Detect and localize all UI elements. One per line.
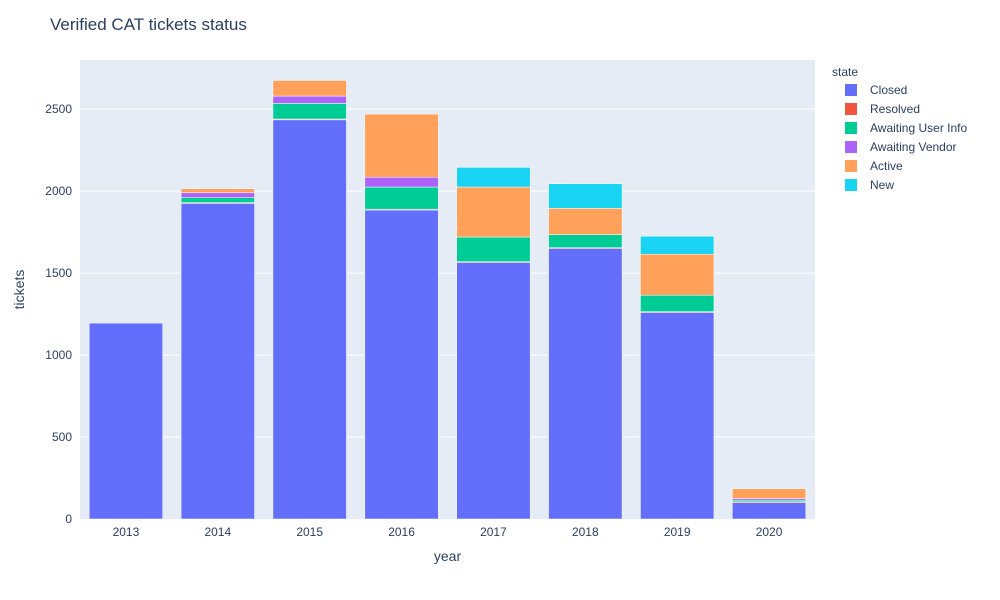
bar-closed-2014 bbox=[180, 203, 255, 520]
legend-swatch bbox=[845, 84, 857, 96]
legend-label: Awaiting User Info bbox=[870, 121, 967, 135]
bar-new-2018 bbox=[548, 183, 623, 209]
bar-closed-2018 bbox=[548, 248, 623, 520]
bar-closed-2013 bbox=[88, 322, 163, 520]
bar-active-2018 bbox=[548, 208, 623, 235]
legend-swatch bbox=[845, 141, 857, 153]
y-tick-label: 2500 bbox=[45, 102, 72, 116]
x-axis-ticks: 2013 2014 2015 2016 2017 2018 2019 2020 bbox=[113, 525, 783, 539]
y-tick-label: 0 bbox=[65, 512, 72, 526]
bar-awaiting-user-info-2016 bbox=[364, 186, 439, 210]
legend: state Closed Resolved Awaiting User Info Aw… bbox=[832, 65, 967, 192]
bar-awaiting-vendor-2014 bbox=[180, 192, 255, 198]
legend-swatch bbox=[845, 122, 857, 134]
legend-swatch bbox=[845, 103, 857, 115]
bar-awaiting-user-info-2017 bbox=[456, 236, 531, 262]
legend-label: New bbox=[870, 178, 894, 192]
bar-closed-2019 bbox=[640, 312, 715, 520]
bar-active-2015 bbox=[272, 80, 347, 97]
x-tick-label: 2015 bbox=[296, 525, 323, 539]
bar-awaiting-user-info-2015 bbox=[272, 103, 347, 120]
legend-label: Resolved bbox=[870, 102, 920, 116]
x-tick-label: 2020 bbox=[756, 525, 783, 539]
legend-label: Closed bbox=[870, 83, 907, 97]
bar-active-2020 bbox=[732, 488, 807, 499]
bar-new-2017 bbox=[456, 167, 531, 188]
y-tick-label: 500 bbox=[52, 430, 72, 444]
x-tick-label: 2018 bbox=[572, 525, 599, 539]
y-tick-label: 1500 bbox=[45, 266, 72, 280]
legend-label: Awaiting Vendor bbox=[870, 140, 957, 154]
legend-title: state bbox=[832, 65, 858, 79]
bar-closed-2015 bbox=[272, 119, 347, 520]
chart-title: Verified CAT tickets status bbox=[50, 15, 247, 34]
x-tick-label: 2014 bbox=[204, 525, 231, 539]
legend-label: Active bbox=[870, 159, 903, 173]
bar-active-2016 bbox=[364, 113, 439, 178]
bar-closed-2016 bbox=[364, 209, 439, 520]
bar-awaiting-vendor-2016 bbox=[364, 176, 439, 188]
x-tick-label: 2013 bbox=[113, 525, 140, 539]
bar-closed-2017 bbox=[456, 262, 531, 520]
bar-active-2019 bbox=[640, 254, 715, 296]
bar-closed-2020 bbox=[732, 502, 807, 520]
y-axis-ticks: 0 500 1000 1500 2000 2500 bbox=[45, 102, 72, 526]
bar-awaiting-user-info-2018 bbox=[548, 234, 623, 248]
bars bbox=[88, 80, 807, 520]
y-tick-label: 1000 bbox=[45, 348, 72, 362]
bar-active-2014 bbox=[180, 188, 255, 194]
bar-active-2017 bbox=[456, 186, 531, 238]
legend-swatch bbox=[845, 160, 857, 172]
legend-swatch bbox=[845, 179, 857, 191]
x-axis-label: year bbox=[434, 548, 462, 564]
bar-awaiting-user-info-2014 bbox=[180, 197, 255, 203]
y-axis-label: tickets bbox=[11, 270, 27, 310]
bar-awaiting-vendor-2015 bbox=[272, 95, 347, 104]
x-tick-label: 2019 bbox=[664, 525, 691, 539]
bar-awaiting-user-info-2019 bbox=[640, 294, 715, 312]
y-tick-label: 2000 bbox=[45, 184, 72, 198]
x-tick-label: 2017 bbox=[480, 525, 507, 539]
bar-new-2019 bbox=[640, 235, 715, 255]
x-tick-label: 2016 bbox=[388, 525, 415, 539]
